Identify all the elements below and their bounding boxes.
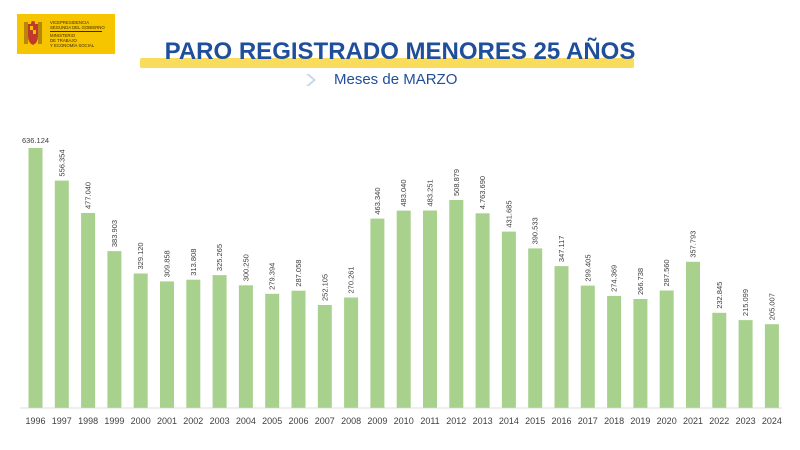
value-label-2008: 270.261: [347, 266, 356, 293]
bar-2016: [554, 266, 569, 408]
bar-2013: [475, 213, 490, 408]
value-label-2007: 252.105: [320, 274, 329, 301]
bar-2010: [396, 210, 411, 408]
bar-2003: [212, 275, 227, 408]
chart-title: PARO REGISTRADO MENORES 25 AÑOS: [164, 38, 636, 65]
value-label-2022: 232.845: [715, 282, 724, 309]
x-tick-label-2006: 2006: [288, 416, 308, 426]
bar-2004: [238, 285, 253, 408]
value-label-2023: 215.099: [741, 289, 750, 316]
bar-1997: [54, 180, 69, 408]
x-tick-label-2018: 2018: [604, 416, 624, 426]
value-label-2019: 266.738: [636, 268, 645, 295]
x-tick-label-2009: 2009: [367, 416, 387, 426]
value-label-1997: 556.354: [57, 149, 66, 176]
ministry-logo: VICEPRESIDENCIA SEGUNDA DEL GOBIERNO MIN…: [17, 14, 115, 54]
bar-2015: [528, 248, 543, 408]
bar-2001: [160, 281, 174, 408]
value-label-2000: 329.120: [136, 242, 145, 269]
value-label-2021: 357.793: [689, 231, 698, 258]
x-tick-label-2007: 2007: [315, 416, 335, 426]
x-tick-label-1996: 1996: [25, 416, 45, 426]
x-tick-label-2002: 2002: [183, 416, 203, 426]
x-tick-label-2010: 2010: [394, 416, 414, 426]
title-highlight-bar: [140, 58, 634, 68]
x-tick-label-2004: 2004: [236, 416, 256, 426]
x-tick-label-2013: 2013: [473, 416, 493, 426]
x-tick-label-2022: 2022: [709, 416, 729, 426]
bar-2018: [607, 295, 622, 408]
x-tick-label-2024: 2024: [762, 416, 782, 426]
bar-2011: [423, 210, 437, 408]
coat-of-arms-icon: [24, 21, 42, 45]
chart-subtitle: Meses de MARZO: [334, 71, 458, 88]
x-tick-label-2014: 2014: [499, 416, 519, 426]
x-tick-label-2003: 2003: [210, 416, 230, 426]
bar-2020: [659, 290, 674, 408]
bar-2022: [712, 312, 727, 408]
x-tick-label-2001: 2001: [157, 416, 177, 426]
value-label-2006: 287.058: [294, 260, 303, 287]
value-label-2004: 300.250: [241, 254, 250, 281]
bar-2006: [291, 290, 306, 408]
value-label-1996: 636.124: [22, 136, 49, 145]
value-label-2018: 274.369: [610, 265, 619, 292]
x-tick-label-2008: 2008: [341, 416, 361, 426]
value-label-2015: 390.533: [531, 217, 540, 244]
value-label-2020: 287.560: [662, 259, 671, 286]
value-label-2010: 483.040: [399, 179, 408, 206]
x-tick-label-1999: 1999: [104, 416, 124, 426]
bar-2024: [764, 324, 779, 408]
bar-1998: [81, 213, 96, 408]
value-label-2009: 463.340: [373, 187, 382, 214]
value-label-2024: 205.007: [767, 293, 776, 320]
value-label-2005: 279.394: [268, 263, 277, 290]
value-label-1998: 477.040: [84, 182, 93, 209]
x-tick-label-1998: 1998: [78, 416, 98, 426]
x-tick-label-2000: 2000: [131, 416, 151, 426]
bar-2005: [265, 293, 280, 408]
x-tick-label-2019: 2019: [630, 416, 650, 426]
x-tick-label-2016: 2016: [551, 416, 571, 426]
x-tick-label-2015: 2015: [525, 416, 545, 426]
bar-2007: [317, 305, 332, 408]
value-label-2003: 325.265: [215, 244, 224, 271]
value-label-1999: 383.903: [110, 220, 119, 247]
x-tick-label-2020: 2020: [657, 416, 677, 426]
bar-2021: [686, 261, 700, 408]
value-label-2011: 483.251: [426, 179, 435, 206]
x-tick-label-1997: 1997: [52, 416, 72, 426]
value-label-2012: 508.879: [452, 169, 461, 196]
bar-1999: [107, 251, 122, 408]
value-label-2001: 309.858: [163, 250, 172, 277]
chevron-right-icon: [306, 74, 316, 86]
ministry-logo-text: VICEPRESIDENCIA SEGUNDA DEL GOBIERNO MIN…: [50, 20, 105, 48]
value-label-2014: 431.685: [504, 200, 513, 227]
value-label-2016: 347.117: [557, 236, 566, 263]
bar-2023: [738, 320, 753, 408]
bar-2017: [580, 285, 595, 408]
x-tick-label-2011: 2011: [420, 416, 439, 426]
bar-2014: [501, 231, 516, 408]
x-tick-label-2005: 2005: [262, 416, 282, 426]
bar-2000: [133, 273, 148, 408]
bar-2012: [449, 200, 464, 408]
x-tick-label-2017: 2017: [578, 416, 598, 426]
x-tick-label-2012: 2012: [446, 416, 466, 426]
value-label-2017: 299.405: [583, 254, 592, 281]
x-tick-label-2021: 2021: [683, 416, 703, 426]
value-label-2002: 313.808: [189, 249, 198, 276]
bar-2002: [186, 279, 201, 408]
bar-2008: [344, 297, 359, 408]
x-tick-label-2023: 2023: [736, 416, 756, 426]
bar-1996: [28, 148, 43, 408]
value-label-2013: 4.763.690: [478, 176, 487, 209]
bar-2019: [633, 299, 648, 408]
bar-2009: [370, 218, 385, 408]
